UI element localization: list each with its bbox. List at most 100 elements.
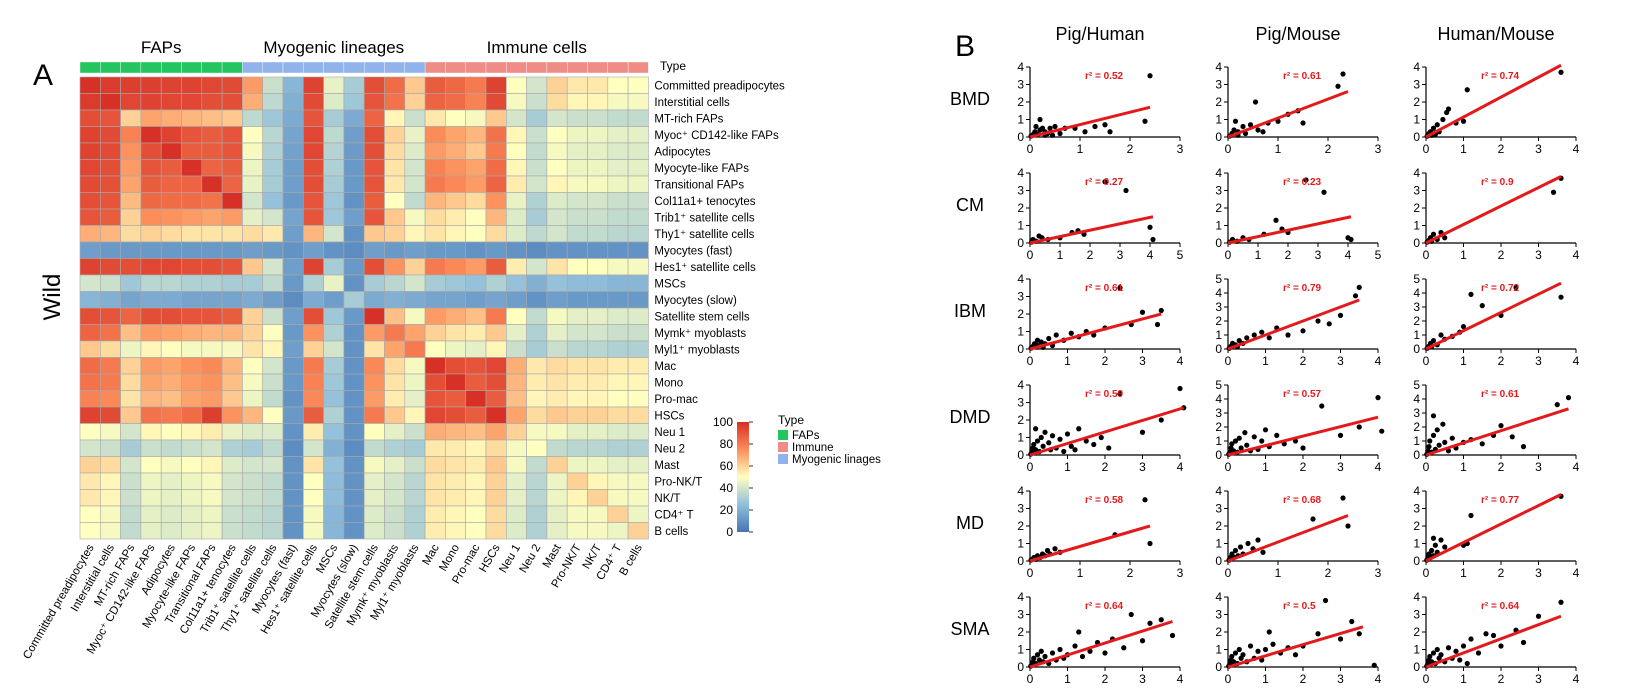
heatmap-cell	[546, 357, 568, 375]
heatmap-cell	[343, 241, 365, 259]
x-tick-label: 3	[1177, 566, 1184, 580]
heatmap-cell	[201, 126, 223, 144]
heatmap-cell	[181, 258, 203, 276]
scatter-point	[1238, 445, 1244, 451]
heatmap-cell	[607, 192, 629, 210]
heatmap-cell	[302, 406, 324, 424]
scatter-point	[1337, 432, 1344, 438]
heatmap-cell	[221, 93, 243, 111]
heatmap-cell	[404, 274, 426, 292]
heatmap-cell	[546, 126, 568, 144]
heatmap-row-label: Pro-NK/T	[654, 476, 702, 488]
heatmap-cell	[607, 357, 629, 375]
heatmap-cell	[323, 423, 345, 441]
heatmap-cell	[526, 324, 548, 342]
x-tick-label: 1	[1460, 460, 1467, 474]
heatmap-cell	[445, 291, 466, 309]
heatmap-cell	[323, 258, 345, 276]
scatter-point	[1449, 435, 1455, 441]
heatmap-cell	[404, 324, 426, 342]
heatmap-cell	[302, 142, 324, 160]
heatmap-cell	[485, 126, 507, 144]
scatter-point	[1550, 189, 1557, 195]
scatter-point	[1177, 385, 1183, 392]
r2-label: r² = 0.61	[1481, 389, 1520, 400]
heatmap-cell	[242, 489, 263, 507]
heatmap-cell	[323, 109, 345, 127]
heatmap-cell	[587, 258, 609, 276]
heatmap-cell	[546, 505, 568, 523]
heatmap-cell	[160, 373, 182, 391]
heatmap-cell	[627, 93, 649, 111]
y-tick-label: 3	[1017, 608, 1024, 622]
y-tick-label: 3	[1017, 78, 1024, 92]
heatmap-cell	[343, 159, 365, 177]
x-tick-label: 3	[1177, 142, 1184, 156]
heatmap-cell	[526, 274, 548, 292]
heatmap-cell	[262, 340, 284, 358]
heatmap-cell	[262, 93, 284, 111]
heatmap-cell	[262, 307, 284, 325]
heatmap-cell	[79, 423, 101, 441]
scatter-point	[1259, 438, 1265, 444]
regression-line	[1227, 625, 1364, 669]
heatmap-cell	[282, 439, 304, 457]
heatmap-cell	[607, 324, 629, 342]
heatmap-cell	[505, 175, 527, 193]
heatmap-cell	[120, 192, 142, 210]
y-tick-label: 3	[1215, 406, 1222, 420]
heatmap-cell	[343, 274, 365, 292]
heatmap-cell	[485, 390, 507, 408]
heatmap-cell	[465, 225, 487, 243]
scatter-point	[1426, 444, 1432, 450]
heatmap-cell	[302, 258, 324, 276]
heatmap-row-label: B cells	[654, 526, 688, 538]
heatmap-cell	[424, 456, 446, 474]
scatter-point	[1479, 303, 1485, 309]
heatmap-cell	[282, 126, 304, 144]
heatmap-cell	[404, 241, 426, 259]
y-tick-label: 0	[1215, 130, 1222, 144]
heatmap-cell	[363, 522, 385, 540]
scatter-point	[1300, 328, 1306, 334]
heatmap-cell	[181, 142, 203, 160]
scatter-point	[1535, 613, 1542, 619]
heatmap-cell	[485, 76, 507, 94]
heatmap-row-label: Hes1⁺ satellite cells	[654, 262, 756, 274]
heatmap-cell	[160, 406, 182, 424]
heatmap-cell	[181, 291, 203, 309]
heatmap-cell	[627, 439, 649, 457]
scatter-point	[1460, 324, 1467, 330]
y-tick-label: 2	[1215, 314, 1222, 328]
x-tick-label: 0	[1225, 566, 1232, 580]
x-tick-label: 2	[1087, 248, 1094, 262]
heatmap-cell	[201, 192, 223, 210]
heatmap-cell	[424, 142, 446, 160]
regression-line	[1425, 493, 1562, 563]
heatmap-cell	[221, 192, 243, 210]
heatmap-cell	[485, 159, 507, 177]
heatmap-cell	[445, 258, 466, 276]
heatmap-cell	[323, 489, 345, 507]
heatmap-cell	[546, 274, 568, 292]
heatmap-cell	[465, 489, 487, 507]
heatmap-cell	[201, 357, 223, 375]
x-tick-label: 2	[1498, 460, 1505, 474]
heatmap-cell	[587, 456, 609, 474]
heatmap-cell	[465, 373, 487, 391]
heatmap-cell	[505, 373, 527, 391]
y-tick-label: 1	[1215, 113, 1222, 127]
y-tick-label: 5	[1215, 378, 1222, 392]
heatmap-cell	[505, 241, 527, 259]
heatmap-cell	[485, 258, 507, 276]
heatmap-cell	[505, 406, 527, 424]
y-tick-label: 4	[1215, 484, 1222, 498]
heatmap-cell	[100, 489, 121, 507]
heatmap-column-label: Neu 2	[518, 543, 544, 576]
heatmap-cell	[465, 423, 487, 441]
heatmap-cell	[363, 340, 385, 358]
scatter-point	[1432, 542, 1438, 548]
heatmap-cell	[566, 241, 588, 259]
legend-label: Myogenic linages	[792, 454, 881, 466]
